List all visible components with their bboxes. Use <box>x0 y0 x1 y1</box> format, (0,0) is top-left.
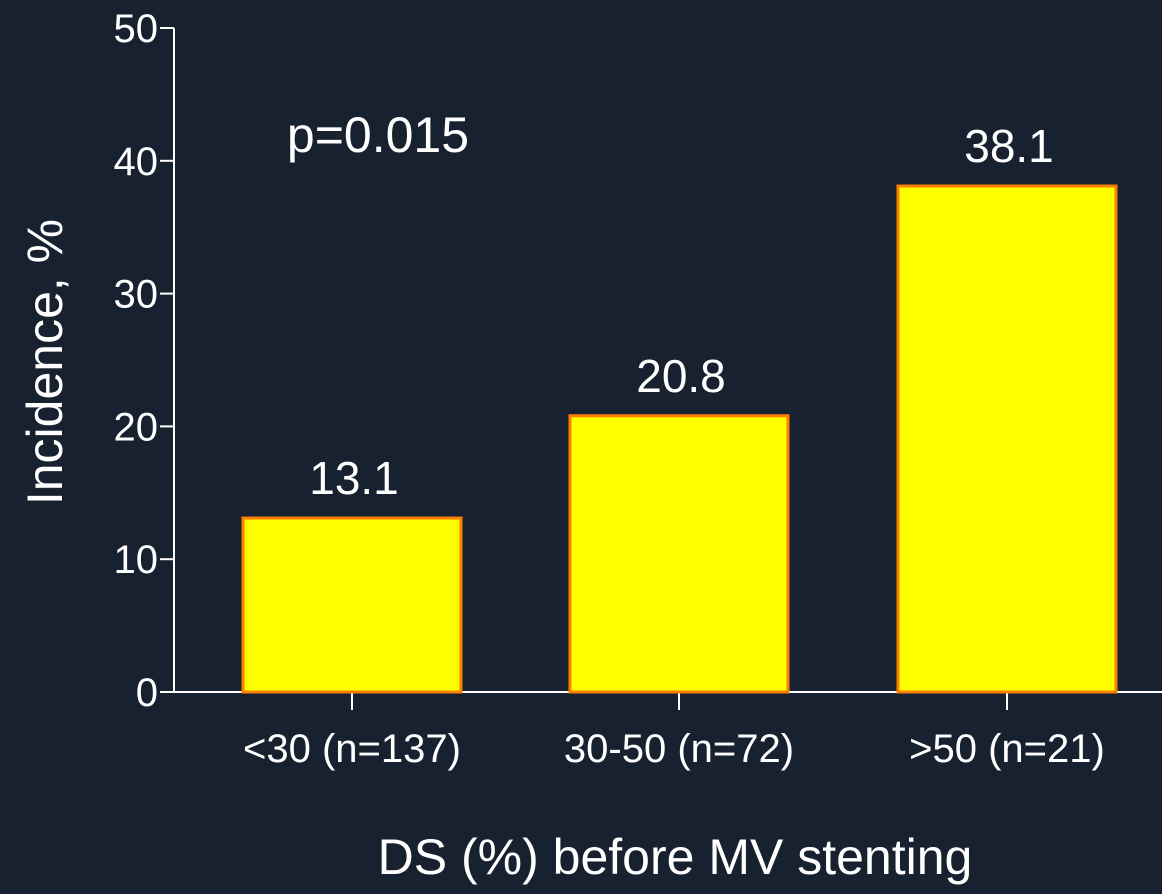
bars <box>241 184 1118 694</box>
bar-value-label: 13.1 <box>309 452 399 504</box>
y-axis: 0 10 20 30 40 50 <box>114 7 175 715</box>
y-tick-label: 50 <box>114 7 159 51</box>
bar <box>241 516 463 694</box>
x-tick-label: <30 (n=137) <box>243 727 461 771</box>
y-axis-title: Incidence, % <box>17 219 73 505</box>
data-labels: 13.1 20.8 38.1 <box>309 120 1054 504</box>
x-tick-label: >50 (n=21) <box>909 727 1105 771</box>
y-tick-label: 30 <box>114 273 159 317</box>
bar <box>896 184 1118 694</box>
y-tick-label: 10 <box>114 538 159 582</box>
x-axis: <30 (n=137) 30-50 (n=72) >50 (n=21) <box>174 691 1162 771</box>
x-tick-label: 30-50 (n=72) <box>564 727 794 771</box>
y-tick-label: 40 <box>114 140 159 184</box>
p-value-annotation: p=0.015 <box>287 107 469 163</box>
bar-value-label: 38.1 <box>964 120 1054 172</box>
y-tick-label: 0 <box>136 671 158 715</box>
y-tick-label: 20 <box>114 405 159 449</box>
bar-value-label: 20.8 <box>636 350 726 402</box>
bar <box>568 414 790 694</box>
x-axis-title: DS (%) before MV stenting <box>378 829 973 885</box>
